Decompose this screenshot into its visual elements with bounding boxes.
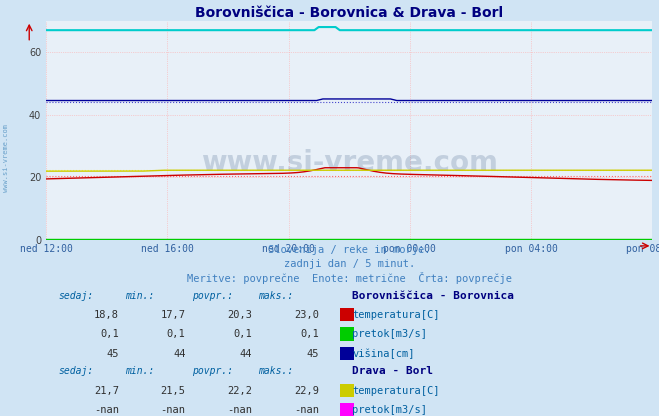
Text: temperatura[C]: temperatura[C] bbox=[353, 386, 440, 396]
Text: Borovniščica - Borovnica: Borovniščica - Borovnica bbox=[353, 291, 514, 301]
Text: temperatura[C]: temperatura[C] bbox=[353, 310, 440, 320]
Text: povpr.:: povpr.: bbox=[192, 366, 233, 376]
Text: 0,1: 0,1 bbox=[100, 329, 119, 339]
Text: 22,9: 22,9 bbox=[294, 386, 319, 396]
Text: www.si-vreme.com: www.si-vreme.com bbox=[201, 149, 498, 177]
Text: -nan: -nan bbox=[94, 405, 119, 415]
Bar bbox=[340, 327, 353, 341]
Bar bbox=[340, 403, 353, 416]
Text: 0,1: 0,1 bbox=[167, 329, 186, 339]
Text: Slovenija / reke in morje.: Slovenija / reke in morje. bbox=[268, 245, 430, 255]
Text: Drava - Borl: Drava - Borl bbox=[353, 366, 434, 376]
Text: 21,5: 21,5 bbox=[161, 386, 186, 396]
Text: 0,1: 0,1 bbox=[301, 329, 319, 339]
Text: 23,0: 23,0 bbox=[294, 310, 319, 320]
Text: 21,7: 21,7 bbox=[94, 386, 119, 396]
Text: 45: 45 bbox=[106, 349, 119, 359]
Text: pretok[m3/s]: pretok[m3/s] bbox=[353, 405, 427, 415]
Text: -nan: -nan bbox=[161, 405, 186, 415]
Bar bbox=[340, 308, 353, 322]
Text: 45: 45 bbox=[306, 349, 319, 359]
Text: www.si-vreme.com: www.si-vreme.com bbox=[3, 124, 9, 192]
Text: sedaj:: sedaj: bbox=[58, 366, 94, 376]
Text: -nan: -nan bbox=[227, 405, 252, 415]
Text: 0,1: 0,1 bbox=[233, 329, 252, 339]
Text: maks.:: maks.: bbox=[258, 291, 293, 301]
Text: 20,3: 20,3 bbox=[227, 310, 252, 320]
Text: pretok[m3/s]: pretok[m3/s] bbox=[353, 329, 427, 339]
Text: sedaj:: sedaj: bbox=[58, 291, 94, 301]
Text: maks.:: maks.: bbox=[258, 366, 293, 376]
Text: -nan: -nan bbox=[294, 405, 319, 415]
Text: 17,7: 17,7 bbox=[161, 310, 186, 320]
Bar bbox=[340, 347, 353, 360]
Text: zadnji dan / 5 minut.: zadnji dan / 5 minut. bbox=[283, 259, 415, 269]
Text: 22,2: 22,2 bbox=[227, 386, 252, 396]
Text: 18,8: 18,8 bbox=[94, 310, 119, 320]
Text: 44: 44 bbox=[173, 349, 186, 359]
Text: min.:: min.: bbox=[125, 291, 154, 301]
Title: Borovniščica - Borovnica & Drava - Borl: Borovniščica - Borovnica & Drava - Borl bbox=[195, 6, 503, 20]
Bar bbox=[340, 384, 353, 397]
Text: 44: 44 bbox=[240, 349, 252, 359]
Text: povpr.:: povpr.: bbox=[192, 291, 233, 301]
Text: min.:: min.: bbox=[125, 366, 154, 376]
Text: višina[cm]: višina[cm] bbox=[353, 349, 415, 359]
Text: Meritve: povprečne  Enote: metrične  Črta: povprečje: Meritve: povprečne Enote: metrične Črta:… bbox=[186, 272, 512, 284]
